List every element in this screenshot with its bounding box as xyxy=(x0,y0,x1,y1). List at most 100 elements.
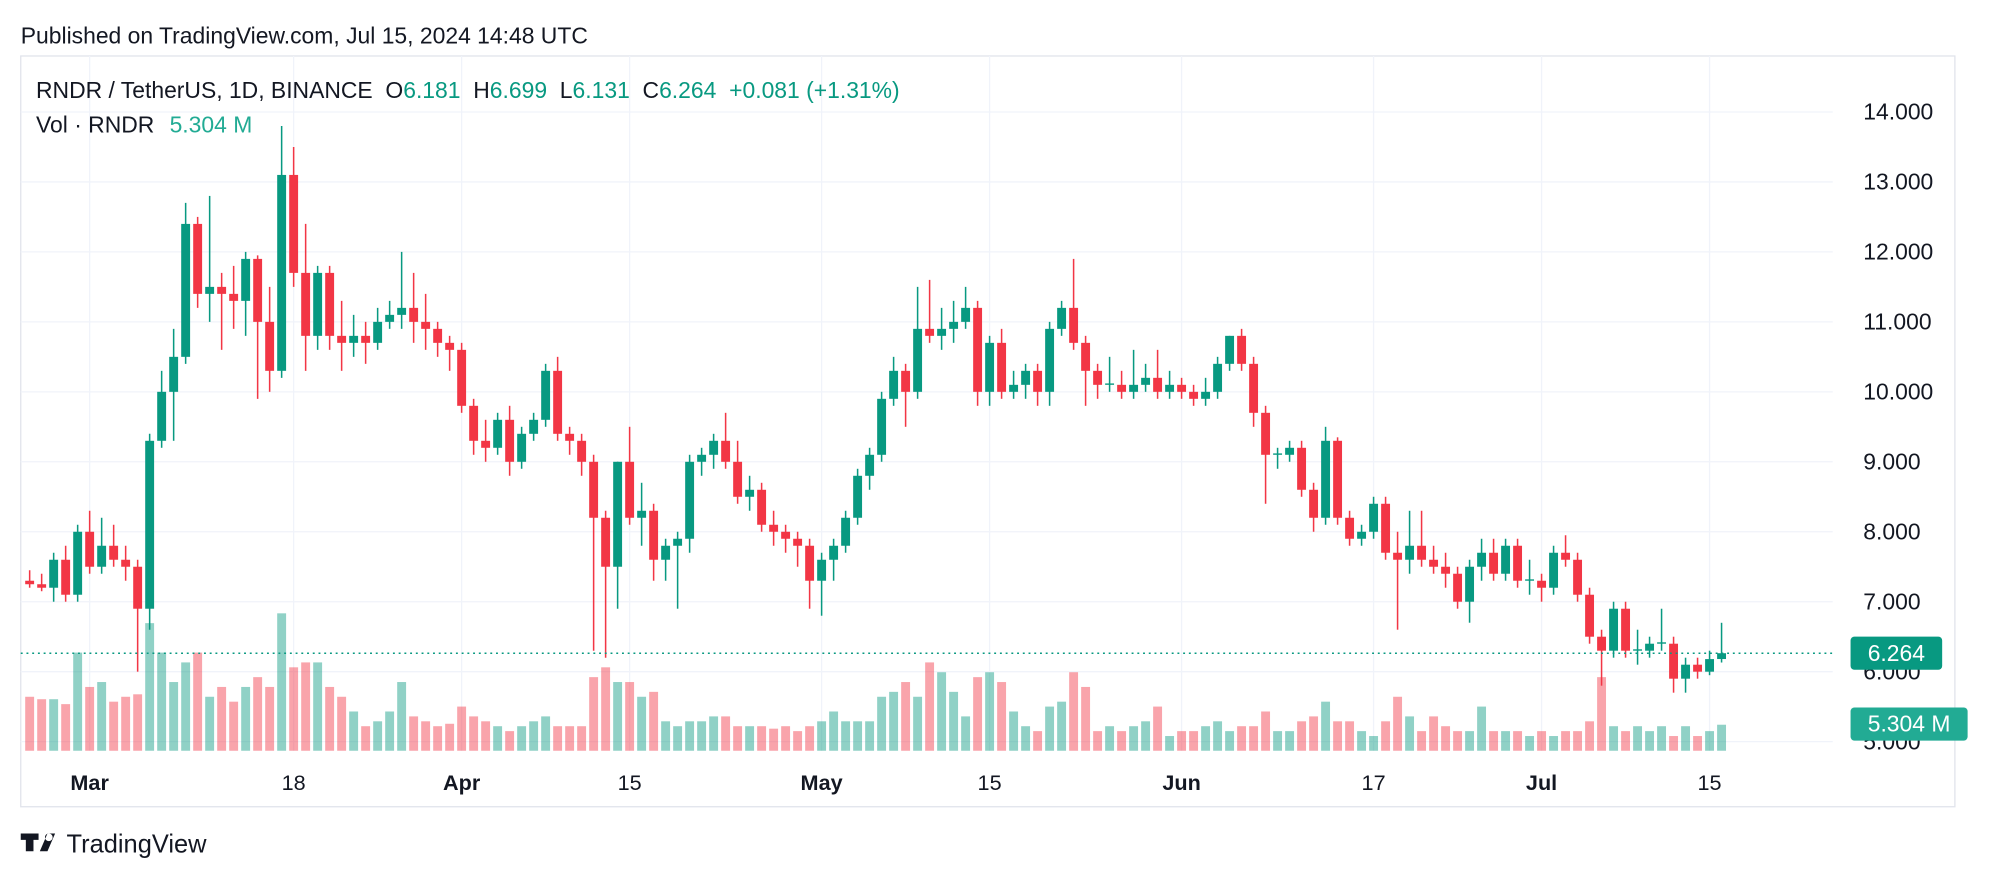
symbol: RNDR / TetherUS, 1D, BINANCE xyxy=(36,77,373,103)
candle-body xyxy=(793,538,803,546)
candle-body xyxy=(397,307,407,315)
candle-body xyxy=(961,307,971,322)
volume-bar xyxy=(1369,736,1379,751)
volume-bar xyxy=(1345,721,1355,751)
volume-bar xyxy=(697,721,707,751)
volume-bar xyxy=(565,726,575,751)
candle-body xyxy=(1273,453,1283,455)
candle-body xyxy=(829,545,839,560)
volume-bar xyxy=(1609,726,1619,751)
candle-body xyxy=(697,454,707,462)
volume-bar xyxy=(529,721,539,751)
volume-bar xyxy=(1717,724,1727,751)
volume-bar xyxy=(889,691,899,751)
x-tick-label: Jun xyxy=(1162,770,1200,795)
candle-body xyxy=(1609,608,1619,651)
volume-bar xyxy=(1405,716,1415,751)
volume-bar xyxy=(217,686,227,751)
volume-bar xyxy=(97,682,107,751)
volume-bar xyxy=(1393,696,1403,751)
volume-bar xyxy=(721,716,731,751)
volume-bar xyxy=(373,721,383,751)
volume-bar xyxy=(421,721,431,751)
volume-bar xyxy=(1573,731,1583,751)
candle-body xyxy=(1489,552,1499,574)
volume-bar xyxy=(1381,721,1391,751)
volume-bar xyxy=(841,721,851,751)
x-tick-label: 15 xyxy=(618,770,642,795)
candle-body xyxy=(637,510,647,518)
candle-body xyxy=(301,272,311,336)
volume-bar xyxy=(361,726,371,751)
candle-body xyxy=(1093,370,1103,385)
volume-bar xyxy=(193,652,203,751)
candle-body xyxy=(661,545,671,560)
volume-bar xyxy=(1177,731,1187,751)
volume-bar xyxy=(1705,731,1715,751)
candle-body xyxy=(97,545,107,567)
volume-bar xyxy=(85,686,95,751)
candle-body xyxy=(1585,594,1595,637)
candle-body xyxy=(1201,391,1211,399)
candle-body xyxy=(37,584,47,588)
volume-bar xyxy=(757,726,767,751)
candle-body xyxy=(217,286,227,294)
volume-bar xyxy=(325,686,335,751)
candle-body xyxy=(289,174,299,273)
candle-body xyxy=(1045,328,1055,392)
candle-body xyxy=(1117,384,1127,392)
candle-body xyxy=(1597,636,1607,651)
candle-body xyxy=(937,328,947,336)
c-value: 6.264 xyxy=(659,77,717,103)
volume-bar xyxy=(1693,736,1703,751)
volume-bar xyxy=(805,726,815,751)
volume-bar xyxy=(1417,731,1427,751)
candle-body xyxy=(601,517,611,567)
candle-body xyxy=(505,419,515,462)
y-tick-label: 8.000 xyxy=(1863,518,1920,544)
volume-bar xyxy=(1585,721,1595,751)
grid xyxy=(20,55,1833,751)
candle-body xyxy=(757,489,767,525)
volume-bar xyxy=(433,726,443,751)
candle-body xyxy=(1525,579,1535,581)
candle-body xyxy=(313,272,323,336)
l-label: L xyxy=(560,77,573,103)
candle-body xyxy=(1225,335,1235,364)
volume-bar xyxy=(1633,726,1643,751)
volume-bar xyxy=(877,696,887,751)
candle-body xyxy=(1429,559,1439,567)
volume-bar xyxy=(1477,706,1487,751)
volume-bar xyxy=(337,696,347,751)
h-value: 6.699 xyxy=(490,77,547,103)
volume-bar xyxy=(133,694,143,751)
volume-bar xyxy=(1105,726,1115,751)
volume-bar xyxy=(1513,731,1523,751)
x-tick-label: 18 xyxy=(282,770,306,795)
volume-bar xyxy=(25,696,35,751)
volume-bar xyxy=(1429,716,1439,751)
volume-bar xyxy=(157,652,167,751)
volume-bar xyxy=(925,662,935,751)
volume-bar xyxy=(853,721,863,751)
candle-body xyxy=(253,258,263,322)
candle-body xyxy=(1009,384,1019,392)
volume-bar xyxy=(1129,726,1139,751)
candle-body xyxy=(1333,440,1343,518)
volume-bar xyxy=(205,696,215,751)
volume-bar xyxy=(1249,726,1259,751)
candle-body xyxy=(1717,653,1727,660)
volume-bar xyxy=(829,711,839,751)
candle-body xyxy=(1513,545,1523,581)
candle-body xyxy=(613,461,623,567)
candle-body xyxy=(1369,503,1379,532)
candle-body xyxy=(1357,531,1367,539)
volume-bar xyxy=(673,726,683,751)
x-tick-label: May xyxy=(801,770,843,795)
volume-bar xyxy=(1525,736,1535,751)
y-tick-label: 9.000 xyxy=(1863,448,1920,474)
y-tick-label: 7.000 xyxy=(1863,588,1920,614)
volume-bar xyxy=(1261,711,1271,751)
h-label: H xyxy=(473,77,490,103)
volume-bar xyxy=(385,711,395,751)
